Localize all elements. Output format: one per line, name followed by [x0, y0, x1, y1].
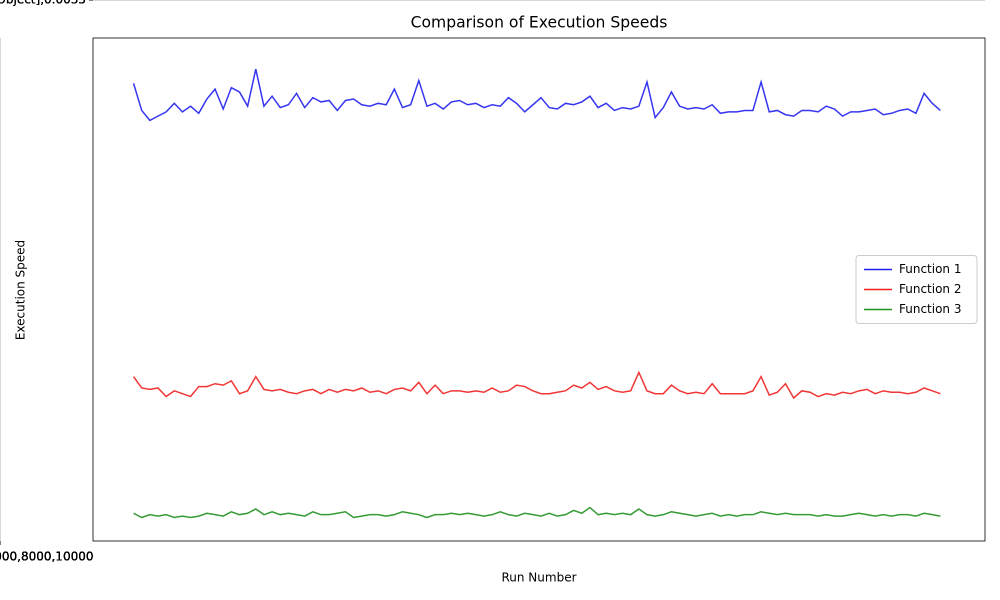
x-tick-label: 0,2000,4000,6000,8000,10000: [0, 550, 94, 564]
line: [132, 69, 941, 122]
x-tick-label: 0,2000,4000,6000,8000,10000: [0, 550, 94, 564]
x-tick-label: 0,2000,4000,6000,8000,10000: [0, 550, 94, 564]
line: [133, 506, 941, 519]
x-tick-label: 0,2000,4000,6000,8000,10000: [0, 550, 94, 564]
x-tick-label: 0,2000,4000,6000,8000,10000: [0, 550, 94, 564]
line: [132, 370, 941, 400]
legend-box: [855, 255, 978, 324]
y-tick-label: 0.0005,[object Object],0.0015,[object Ob…: [0, 0, 86, 7]
x-axis-label: Run Number: [501, 571, 576, 585]
y-axis-label: Execution Speed: [14, 240, 28, 340]
y-tick-label: 0.0005,[object Object],0.0015,[object Ob…: [0, 0, 86, 7]
legend-label: Function 2: [899, 282, 962, 296]
x-tick-label: 0,2000,4000,6000,8000,10000: [0, 550, 94, 564]
legend-label: Function 3: [899, 302, 962, 316]
plot-frame: [92, 37, 986, 542]
chart-title: Comparison of Execution Speeds: [411, 14, 668, 32]
legend-label: Function 1: [899, 262, 962, 276]
y-tick-label: 0.0005,[object Object],0.0015,[object Ob…: [0, 0, 86, 7]
y-tick-label: 0.0005,[object Object],0.0015,[object Ob…: [0, 0, 86, 7]
